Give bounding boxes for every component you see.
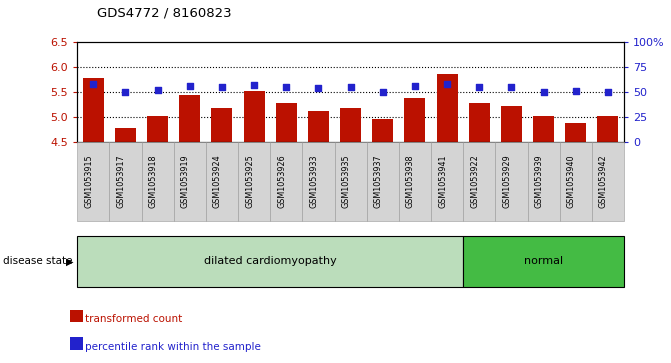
Text: GSM1053942: GSM1053942: [599, 155, 608, 208]
Bar: [566, 123, 586, 142]
Bar: [437, 74, 458, 142]
Text: disease state: disease state: [3, 256, 73, 266]
Text: GSM1053918: GSM1053918: [148, 155, 158, 208]
Point: [152, 87, 163, 93]
Point: [570, 88, 581, 94]
Point: [377, 89, 388, 95]
Bar: [308, 111, 329, 142]
Text: dilated cardiomyopathy: dilated cardiomyopathy: [204, 256, 337, 266]
Text: GSM1053941: GSM1053941: [438, 155, 447, 208]
Bar: [211, 108, 232, 142]
Text: GSM1053922: GSM1053922: [470, 155, 479, 208]
Bar: [340, 108, 361, 142]
Text: GSM1053924: GSM1053924: [213, 155, 222, 208]
Text: GSM1053933: GSM1053933: [309, 155, 319, 208]
Bar: [405, 98, 425, 142]
Text: transformed count: transformed count: [85, 314, 183, 325]
Text: GSM1053919: GSM1053919: [180, 155, 190, 208]
Point: [538, 89, 549, 95]
Text: GSM1053925: GSM1053925: [245, 155, 254, 208]
Point: [313, 85, 324, 90]
Point: [88, 81, 99, 86]
Point: [217, 84, 227, 90]
Point: [185, 83, 195, 89]
Point: [281, 84, 292, 90]
Text: normal: normal: [524, 256, 563, 266]
Text: GSM1053938: GSM1053938: [406, 155, 415, 208]
Text: GSM1053926: GSM1053926: [277, 155, 287, 208]
Bar: [276, 103, 297, 142]
Point: [346, 84, 356, 90]
Text: GSM1053940: GSM1053940: [567, 155, 576, 208]
Point: [474, 84, 484, 90]
Point: [249, 82, 260, 87]
Text: GSM1053929: GSM1053929: [503, 155, 511, 208]
Text: GSM1053917: GSM1053917: [116, 155, 125, 208]
Text: GSM1053939: GSM1053939: [535, 155, 544, 208]
Bar: [372, 119, 393, 142]
Point: [120, 89, 131, 95]
Point: [603, 89, 613, 95]
Bar: [244, 91, 264, 142]
Text: percentile rank within the sample: percentile rank within the sample: [85, 342, 261, 352]
Bar: [501, 106, 522, 142]
Text: GSM1053937: GSM1053937: [374, 155, 382, 208]
Text: GSM1053935: GSM1053935: [342, 155, 350, 208]
Bar: [597, 116, 619, 142]
Point: [506, 84, 517, 90]
Point: [409, 83, 420, 89]
Text: GSM1053915: GSM1053915: [85, 155, 93, 208]
Bar: [115, 127, 136, 142]
Bar: [533, 116, 554, 142]
Text: GDS4772 / 8160823: GDS4772 / 8160823: [97, 7, 232, 20]
Bar: [469, 103, 490, 142]
Text: ▶: ▶: [66, 256, 74, 266]
Bar: [83, 78, 104, 142]
Point: [442, 81, 452, 86]
Bar: [179, 95, 200, 142]
Bar: [147, 116, 168, 142]
